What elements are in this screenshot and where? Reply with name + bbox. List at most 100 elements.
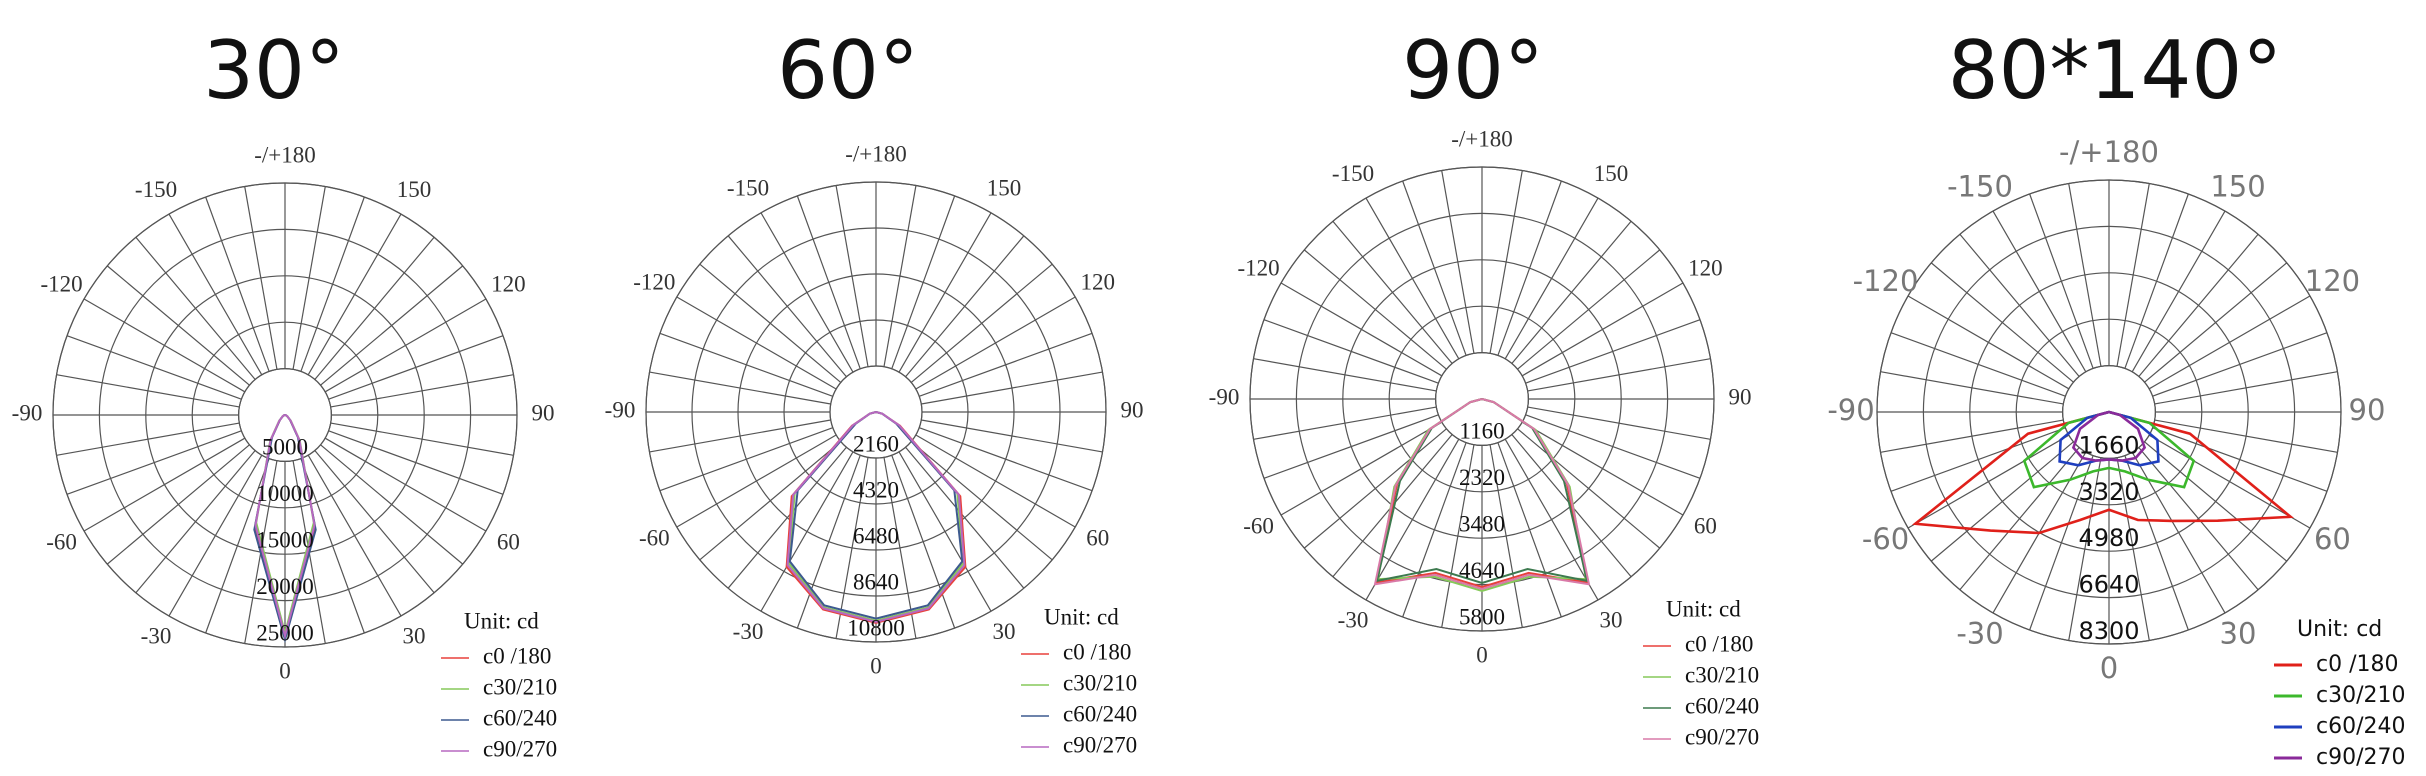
legend-label: c0 /180 [1063,639,1131,664]
spoke [135,450,256,594]
spoke [1890,332,2066,397]
spoke [1930,262,2074,383]
spoke [898,451,992,612]
spoke [898,212,992,373]
intensity-curve [254,414,316,640]
spoke [83,298,246,393]
spoke [2131,451,2226,614]
intensity-curve [786,411,966,623]
angle-tick-label: 150 [1594,161,1629,186]
spoke [56,374,240,408]
spoke [676,434,837,528]
legend-label: c60/240 [1685,693,1759,718]
spoke [905,235,1025,378]
spoke [760,451,854,612]
chart-title: 60° [777,24,919,117]
legend-unit: Unit: cd [464,608,539,633]
intensity-curve [2071,410,2147,462]
radial-tick-label: 6640 [2078,571,2139,599]
spoke [106,444,250,565]
spoke [66,335,242,400]
angle-tick-label: 60 [1086,525,1109,550]
angle-tick-label: -120 [633,269,675,294]
spoke [330,374,514,408]
angle-tick-label: 0 [870,653,882,678]
spoke [2029,455,2094,631]
angle-tick-label: -60 [46,529,77,554]
legend-label: c90/270 [2316,745,2406,770]
angle-tick-label: 60 [1694,513,1717,538]
radial-tick-label: 3480 [1459,511,1505,536]
intensity-curve [1911,410,2294,535]
spoke [1890,427,2066,492]
radial-tick-label: 2320 [1459,465,1505,490]
spoke [1880,419,2064,453]
spoke [835,457,869,639]
legend-label: c60/240 [2316,714,2406,739]
spoke [1263,414,1439,479]
angle-tick-label: 120 [491,271,526,296]
angle-tick-label: 30 [993,619,1016,644]
spoke [307,213,402,376]
radial-tick-label: 6480 [853,523,899,548]
spoke [300,458,365,634]
spoke [168,213,263,376]
spoke [2148,295,2311,390]
spoke [919,427,1093,492]
spoke [1441,444,1475,628]
spoke [135,236,256,380]
spoke [2148,434,2311,529]
spoke [2154,371,2338,405]
spoke [1504,438,1599,601]
radial-tick-label: 15000 [256,527,314,552]
angle-tick-label: -/+180 [2059,135,2159,169]
radial-tick-label: 10000 [256,481,314,506]
spoke [1525,319,1701,384]
spoke [2068,457,2102,641]
spoke [891,455,956,629]
angle-tick-label: 0 [279,658,291,683]
angle-tick-label: -150 [1332,161,1374,186]
spoke [1504,197,1599,360]
spoke [910,441,1053,561]
intensity-curve [1373,398,1591,591]
spoke [2138,233,2259,377]
angle-tick-label: -/+180 [254,142,316,167]
angle-tick-label: -90 [605,397,636,422]
spoke [2124,455,2189,631]
legend-unit: Unit: cd [2297,617,2382,642]
angle-tick-label: -/+180 [845,141,907,166]
spoke [300,196,365,372]
spoke [1489,444,1523,628]
angle-tick-label: 120 [1080,269,1115,294]
angle-tick-label: -90 [12,400,43,425]
radial-tick-label: 5000 [262,435,308,460]
spoke [1517,249,1661,370]
spoke [910,263,1053,383]
spoke [1880,371,2064,405]
spoke [2154,419,2338,453]
spoke [1497,442,1562,618]
angle-tick-label: 150 [397,177,432,202]
spoke [760,212,854,373]
spoke [915,434,1076,528]
spoke [2152,332,2328,397]
radial-tick-label: 1660 [2078,431,2139,459]
spoke [1959,233,2080,377]
radial-tick-label: 4980 [2078,524,2139,552]
legend-unit: Unit: cd [1044,604,1119,629]
legend-label: c90/270 [1063,732,1137,757]
spoke [1365,197,1460,360]
radial-tick-label: 1160 [1459,419,1504,444]
spoke [1280,282,1443,377]
spoke [83,437,246,532]
spoke [1253,406,1437,440]
angle-tick-label: -30 [733,619,764,644]
spoke [1517,428,1661,549]
spoke [1303,249,1447,370]
spoke [1511,220,1632,364]
angle-tick-label: -90 [1827,393,1874,427]
angle-tick-label: 30 [1600,608,1623,633]
angle-tick-label: -150 [727,176,769,201]
